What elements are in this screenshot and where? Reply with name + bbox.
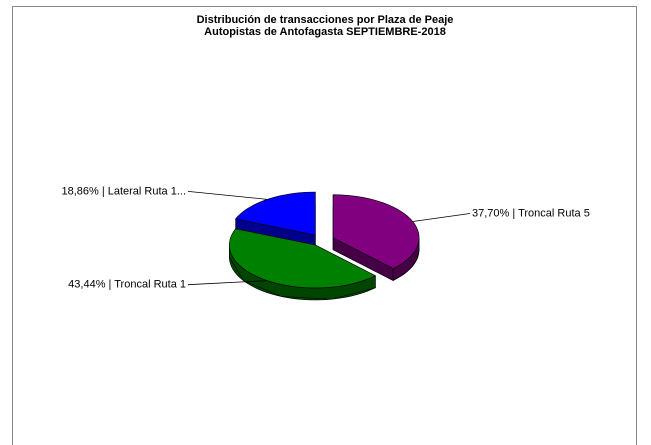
slice (229, 228, 377, 301)
slice-top (332, 194, 420, 269)
chart-title: Distribución de transacciones por Plaza … (197, 14, 454, 26)
slice-label: 37,70% | Troncal Ruta 5 (472, 207, 590, 219)
chart-subtitle: Autopistas de Antofagasta SEPTIEMBRE-201… (204, 26, 446, 38)
leader-line (187, 280, 268, 286)
frame (12, 6, 637, 445)
leader-line (412, 213, 471, 222)
slice (235, 191, 316, 248)
slice-label: 18,86% | Lateral Ruta 1... (61, 185, 186, 197)
slice (332, 194, 420, 282)
slice-top (235, 191, 316, 236)
slice-label: 43,44% | Troncal Ruta 1 (68, 279, 186, 291)
leader-line (187, 190, 268, 200)
